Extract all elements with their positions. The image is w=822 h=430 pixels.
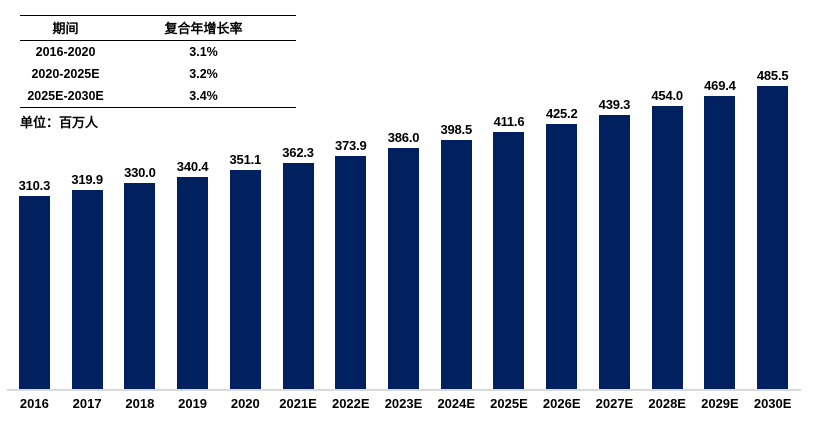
bar-slot: 398.5 [430,0,483,390]
x-axis-tick-label: 2030E [753,396,792,411]
bar-slot: 362.3 [272,0,325,390]
cagr-cell: 3.2% [189,67,218,81]
x-axis-tick-labels: 2016 2017 2018 2019 2020 2021E 2022E 2023E 2024E… [8,396,799,411]
cagr-cell: 3.4% [111,85,296,108]
period-cell: 2025E-2030E [20,85,112,108]
bar-slot: 454.0 [641,0,694,390]
bar-slot: 373.9 [324,0,377,390]
bar-slot: 485.5 [746,0,799,390]
bar [651,106,683,390]
bar [598,115,630,390]
bar-value-label: 425.2 [545,106,578,121]
unit-label: 单位：百万人 [20,115,99,130]
bar [388,148,419,390]
x-axis-tick-label: 2024E [437,396,476,411]
x-axis-tick-label: 2026E [542,396,581,411]
bar-slot: 469.4 [694,0,747,390]
bar-chart-plot-area: 310.3 319.9 330.0 340.4 351.1 362.3 373.9 386.0… [8,0,799,390]
cagr-table-header-growth: 复合年增长率 [111,15,296,41]
cagr-cell: 3.1% [189,45,218,59]
bar [546,124,578,390]
cagr-table: 期间 复合年增长率 2016-2020 3.1% 2020-2025E 3.2%… [20,15,296,108]
bar-value-label: 362.3 [282,145,314,160]
bar-value-label: 485.5 [756,68,789,83]
bar [757,86,789,390]
period-cell: 2016-2020 [35,45,96,59]
x-axis-tick-label: 2028E [648,396,686,411]
x-axis-tick-label: 2021E [279,396,317,411]
cagr-table-header-period: 期间 [20,15,112,41]
bar-slot: 425.2 [535,0,588,390]
bar [335,156,367,390]
bar-slot: 351.1 [219,0,272,390]
bar-value-label: 439.3 [598,97,631,112]
x-axis-tick-label: 2016 [19,396,49,411]
table-row: 2025E-2030E 3.4% [20,85,296,108]
bar-slot: 386.0 [377,0,430,390]
bar-value-label: 340.4 [176,159,209,174]
bar-value-label: 454.0 [651,88,683,103]
x-axis-tick-label: 2025E [490,396,528,411]
bar-slot: 340.4 [166,0,219,390]
x-axis-tick-label: 2018 [125,396,155,411]
bar [282,163,314,390]
table-row: 2020-2025E 3.2% [20,63,296,85]
bar-value-label: 411.6 [493,114,525,129]
bar-slot: 330.0 [113,0,166,390]
bar-value-label: 319.9 [71,172,103,187]
bar-value-label: 386.0 [387,130,420,145]
bar [18,196,50,390]
period-cell: 2020-2025E [31,67,100,81]
x-axis-tick-label: 2020 [230,396,260,411]
bar [71,190,103,390]
table-row: 2016-2020 3.1% [20,41,296,64]
bar [177,177,209,390]
x-axis-tick-label: 2023E [384,396,423,411]
bar-value-label: 330.0 [124,165,156,180]
x-axis-tick-label: 2029E [701,396,739,411]
bar-value-label: 469.4 [704,78,736,93]
bar-value-label: 373.9 [335,138,367,153]
bar-value-label: 310.3 [18,178,51,193]
x-axis-tick-label: 2017 [72,396,102,411]
bar-slot: 411.6 [483,0,536,390]
bar-slot: 310.3 [8,0,61,390]
bar [493,132,525,390]
bar-value-label: 398.5 [440,122,473,137]
bar [440,140,472,390]
cagr-table-header-row: 期间 复合年增长率 [20,15,296,41]
bar [124,183,156,390]
bar [704,96,736,390]
bar-value-label: 351.1 [229,152,262,167]
x-axis-line [7,389,801,391]
bar-slot: 439.3 [588,0,641,390]
x-axis-tick-label: 2022E [331,396,370,411]
bar [229,170,261,390]
x-axis-tick-label: 2027E [595,396,634,411]
bar-slot: 319.9 [61,0,114,390]
x-axis-tick-label: 2019 [178,396,208,411]
